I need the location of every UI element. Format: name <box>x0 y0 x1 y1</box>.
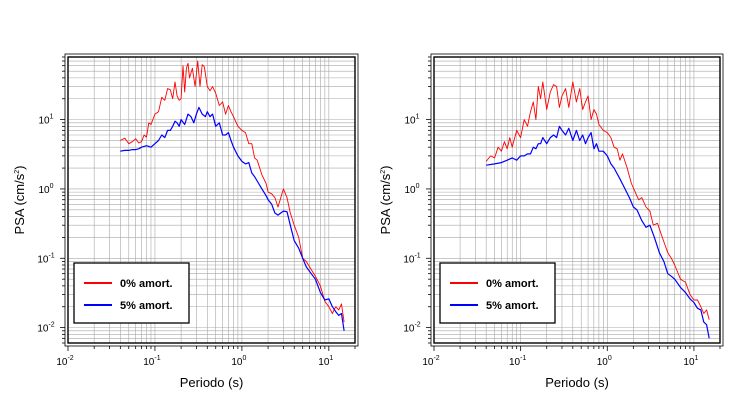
y-tick-label: 10-2 <box>37 322 54 335</box>
y-tick-label: 10-2 <box>403 322 420 335</box>
series-line-blue <box>120 106 345 331</box>
plot-frame <box>67 56 356 344</box>
x-tick-exp: 1 <box>695 355 699 362</box>
y-axis-label-text: PSA (cm/s <box>378 173 393 234</box>
x-tick-exp: -1 <box>520 355 526 362</box>
y-axis-label: PSA (cm/s2) <box>378 166 393 235</box>
x-tick-exp: 1 <box>329 355 333 362</box>
legend-label: 0% amort. <box>120 278 173 290</box>
legend-label: 0% amort. <box>486 278 539 290</box>
x-axis-label: Periodo (s) <box>545 375 609 390</box>
tick-marks <box>60 56 356 351</box>
legend: 0% amort. 5% amort. <box>73 262 190 324</box>
y-tick-exp: -1 <box>414 252 420 259</box>
x-tick-label: 10-2 <box>422 355 439 368</box>
x-tick-label: 101 <box>318 355 333 368</box>
x-tick-base: 10 <box>683 357 695 368</box>
x-tick-label: 101 <box>683 355 698 368</box>
y-tick-base: 10 <box>404 116 416 127</box>
x-tick-label: 10-1 <box>509 355 526 368</box>
y-tick-base: 10 <box>38 185 50 196</box>
y-tick-label: 100 <box>38 183 53 196</box>
x-tick-base: 10 <box>509 357 521 368</box>
y-tick-base: 10 <box>38 116 50 127</box>
x-tick-exp: -1 <box>154 355 160 362</box>
x-tick-exp: 0 <box>608 355 612 362</box>
x-tick-exp: -2 <box>433 355 439 362</box>
x-tick-label: 10-2 <box>56 355 73 368</box>
y-axis-label-sup: 2 <box>380 170 387 174</box>
gridlines <box>68 57 355 343</box>
y-tick-label: 101 <box>38 114 53 127</box>
x-tick-label: 100 <box>597 355 612 368</box>
legend-box <box>73 262 190 324</box>
x-tick-label: 100 <box>231 355 246 368</box>
series-group <box>485 81 710 339</box>
legend-label: 5% amort. <box>486 300 539 312</box>
y-tick-base: 10 <box>403 324 415 335</box>
y-axis-label-sup: 2 <box>14 170 21 174</box>
x-tick-label: 10-1 <box>143 355 160 368</box>
x-axis-label: Periodo (s) <box>180 375 244 390</box>
y-tick-base: 10 <box>37 324 49 335</box>
y-axis-label-text: PSA (cm/s <box>12 173 27 234</box>
y-axis-label: PSA (cm/s2) <box>12 166 27 235</box>
y-tick-exp: 0 <box>416 183 420 190</box>
x-tick-base: 10 <box>143 357 155 368</box>
y-tick-exp: 1 <box>416 114 420 121</box>
y-tick-base: 10 <box>37 254 49 265</box>
series-line-blue <box>486 125 710 339</box>
tick-marks <box>426 56 721 351</box>
y-tick-label: 10-1 <box>403 252 420 265</box>
y-tick-base: 10 <box>404 185 416 196</box>
series-line-red <box>120 60 345 323</box>
y-tick-exp: -1 <box>48 252 54 259</box>
y-tick-base: 10 <box>403 254 415 265</box>
x-tick-base: 10 <box>597 357 609 368</box>
y-axis-label-close: ) <box>12 166 27 170</box>
y-tick-exp: 1 <box>50 114 54 121</box>
x-tick-base: 10 <box>422 357 434 368</box>
x-tick-base: 10 <box>56 357 68 368</box>
series-line-red <box>485 81 710 320</box>
y-tick-label: 101 <box>404 114 419 127</box>
y-tick-exp: -2 <box>48 322 54 329</box>
legend: 0% amort. 5% amort. <box>439 262 556 324</box>
plot-frame <box>433 56 721 344</box>
legend-label: 5% amort. <box>120 300 173 312</box>
series-group <box>120 60 345 331</box>
x-tick-base: 10 <box>318 357 330 368</box>
y-tick-exp: 0 <box>50 183 54 190</box>
x-tick-exp: 0 <box>242 355 246 362</box>
y-tick-label: 10-1 <box>37 252 54 265</box>
x-tick-base: 10 <box>231 357 243 368</box>
x-tick-exp: -2 <box>67 355 73 362</box>
legend-box <box>439 262 556 324</box>
y-tick-exp: -2 <box>414 322 420 329</box>
y-tick-label: 100 <box>404 183 419 196</box>
y-axis-label-close: ) <box>378 166 393 170</box>
